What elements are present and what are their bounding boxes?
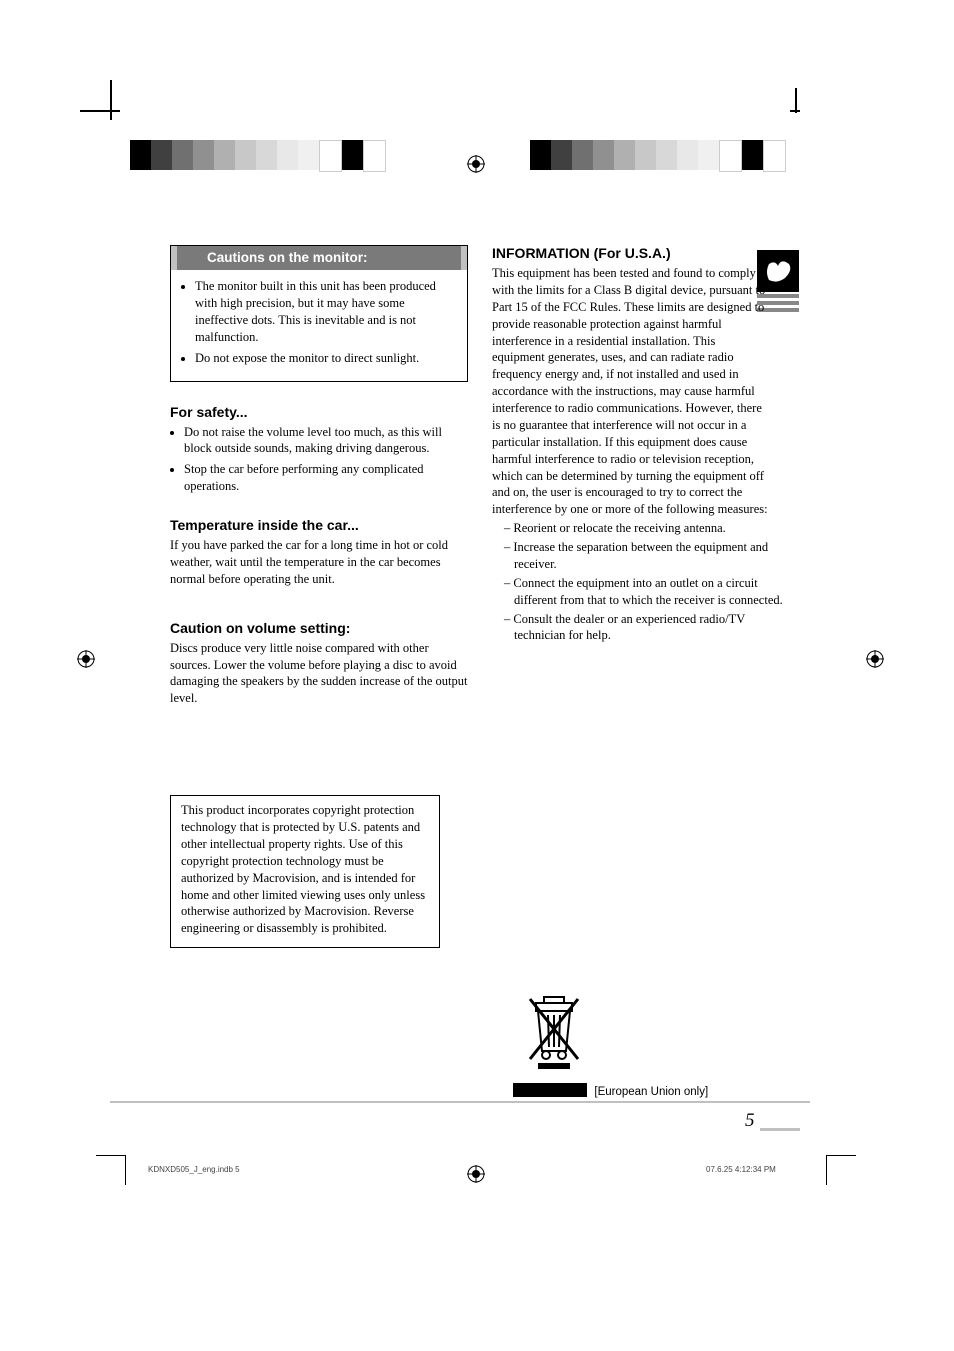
cautions-list: The monitor built in this unit has been …: [181, 278, 457, 366]
registration-mark-icon: [467, 1165, 485, 1183]
footer-rule: [110, 1101, 810, 1103]
color-bars: [530, 140, 786, 172]
copyright-text: This product incorporates copyright prot…: [181, 803, 425, 935]
registration-mark-icon: [866, 650, 884, 668]
copyright-box: This product incorporates copyright prot…: [170, 795, 440, 948]
crop-mark: [80, 110, 120, 112]
list-item: Consult the dealer or an experienced rad…: [504, 611, 790, 645]
safety-list: Do not raise the volume level too much, …: [170, 424, 468, 496]
temperature-body: If you have parked the car for a long ti…: [170, 537, 468, 588]
page-number: 5: [745, 1110, 755, 1132]
crop-mark: [826, 1155, 827, 1185]
weee-bin-icon: [524, 993, 584, 1073]
footer-filename: KDNXD505_J_eng.indb 5: [148, 1165, 240, 1174]
registration-mark-icon: [467, 155, 485, 173]
cautions-heading: Cautions on the monitor:: [171, 246, 467, 270]
crop-mark: [110, 80, 112, 120]
right-column: INFORMATION (For U.S.A.) This equipment …: [492, 245, 790, 948]
volume-heading: Caution on volume setting:: [170, 620, 468, 636]
color-bars: [130, 140, 386, 172]
list-item: Increase the separation between the equi…: [504, 539, 790, 573]
information-heading: INFORMATION (For U.S.A.): [492, 245, 790, 261]
eu-only-label: XXXXXXXXXXX[European Union only]: [510, 1086, 708, 1098]
crop-mark: [826, 1155, 856, 1156]
safety-heading: For safety...: [170, 404, 468, 420]
volume-body: Discs produce very little noise compared…: [170, 640, 468, 708]
cautions-monitor-box: Cautions on the monitor: The monitor bui…: [170, 245, 468, 382]
information-body: This equipment has been tested and found…: [492, 265, 770, 518]
temperature-heading: Temperature inside the car...: [170, 517, 468, 533]
crop-mark: [125, 1155, 126, 1185]
footer-timestamp: 07.6.25 4:12:34 PM: [706, 1165, 776, 1174]
list-item: The monitor built in this unit has been …: [195, 278, 457, 346]
crop-mark: [96, 1155, 126, 1156]
list-item: Reorient or relocate the receiving anten…: [504, 520, 790, 537]
list-item: Do not expose the monitor to direct sunl…: [195, 350, 457, 367]
list-item: Do not raise the volume level too much, …: [184, 424, 468, 458]
footer-rule: [760, 1128, 800, 1131]
list-item: Stop the car before performing any compl…: [184, 461, 468, 495]
left-column: Cautions on the monitor: The monitor bui…: [170, 245, 468, 948]
crop-mark: [795, 88, 797, 113]
measures-list: Reorient or relocate the receiving anten…: [492, 520, 790, 644]
registration-mark-icon: [77, 650, 95, 668]
list-item: Connect the equipment into an outlet on …: [504, 575, 790, 609]
